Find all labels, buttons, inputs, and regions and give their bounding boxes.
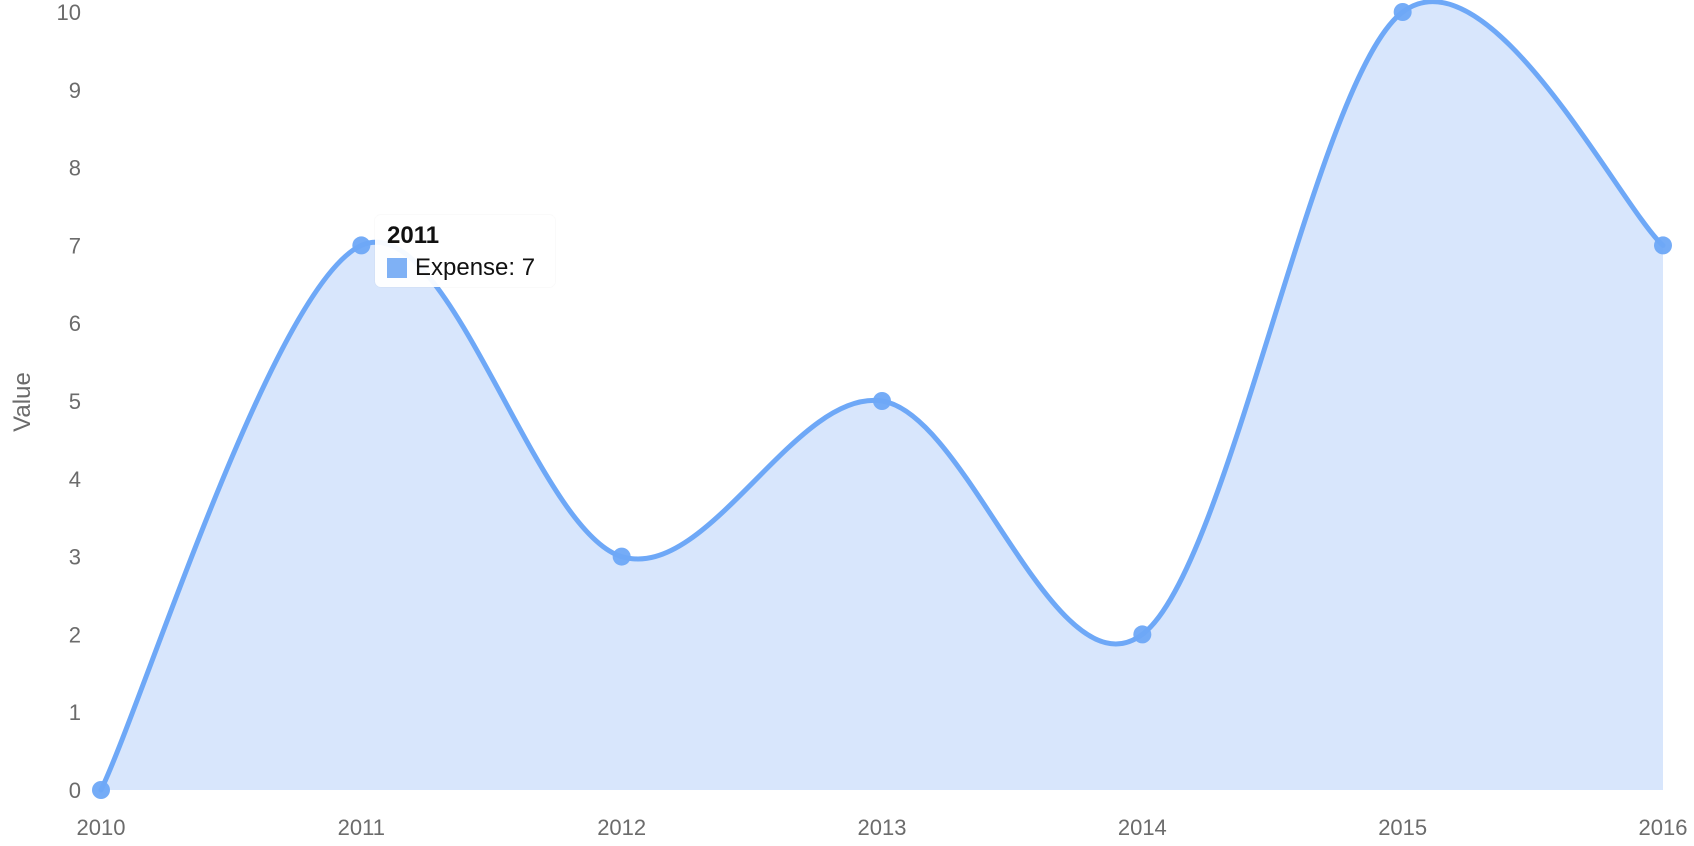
x-tick-label: 2015 bbox=[1378, 815, 1427, 840]
y-tick-label: 10 bbox=[57, 0, 81, 25]
y-tick-label: 8 bbox=[69, 156, 81, 181]
x-tick-label: 2011 bbox=[338, 815, 385, 840]
expense-point[interactable] bbox=[352, 236, 371, 255]
y-tick-label: 4 bbox=[69, 467, 81, 492]
y-axis: 0 1 2 3 4 5 6 7 8 9 10 bbox=[57, 0, 81, 803]
x-tick-label: 2013 bbox=[858, 815, 907, 840]
expense-point[interactable] bbox=[612, 547, 631, 566]
tooltip-series-swatch bbox=[387, 258, 407, 278]
x-tick-label: 2010 bbox=[77, 815, 126, 840]
point-layer bbox=[92, 3, 1672, 799]
expense-point[interactable] bbox=[873, 392, 891, 410]
y-tick-label: 3 bbox=[69, 545, 81, 570]
y-tick-label: 6 bbox=[69, 311, 81, 336]
y-tick-label: 0 bbox=[69, 778, 81, 803]
x-tick-label: 2012 bbox=[597, 815, 646, 840]
area-layer bbox=[101, 1, 1663, 791]
expense-point[interactable] bbox=[1393, 3, 1412, 21]
tooltip-series-name: Expense bbox=[415, 251, 522, 285]
y-tick-label: 9 bbox=[69, 78, 81, 103]
expense-area bbox=[101, 1, 1663, 791]
tooltip-value: 7 bbox=[521, 254, 536, 281]
x-axis: 2010 2011 2012 2013 2014 2015 2016 bbox=[77, 815, 1688, 840]
y-tick-label: 5 bbox=[69, 389, 81, 414]
expense-point[interactable] bbox=[1654, 236, 1672, 255]
y-tick-label: 2 bbox=[69, 622, 81, 647]
x-tick-label: 2016 bbox=[1639, 815, 1688, 840]
x-tick-label: 2014 bbox=[1118, 815, 1167, 840]
y-axis-title: Value bbox=[9, 372, 36, 432]
y-tick-label: 1 bbox=[69, 700, 81, 725]
expense-point[interactable] bbox=[1133, 625, 1152, 644]
y-tick-label: 7 bbox=[69, 233, 81, 258]
tooltip-row: Expense 7 bbox=[387, 251, 543, 285]
tooltip-title: 2011 bbox=[387, 222, 440, 249]
tooltip: 2011 Expense 7 bbox=[375, 215, 555, 287]
expense-point[interactable] bbox=[92, 781, 110, 799]
